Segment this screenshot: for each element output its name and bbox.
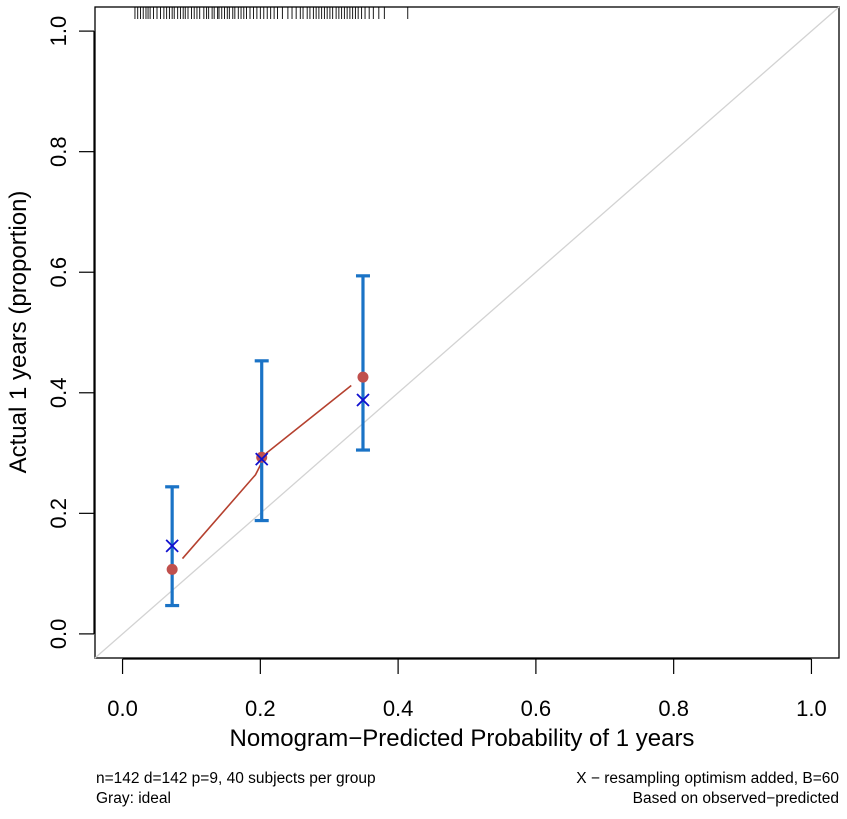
observed-predicted-line [181,384,352,560]
footnote-based-on: Based on observed−predicted [632,790,839,807]
observed-point [256,451,268,463]
y-tick-label: 0.8 [46,136,71,167]
ideal-layer [94,6,840,659]
y-tick-label: 0.6 [46,257,71,288]
footnote-gray-ideal: Gray: ideal [96,790,171,807]
ideal-line [94,6,840,659]
calibration-chart: 0.0 0.2 0.4 0.6 0.8 1.0 0.0 0.2 0.4 0.6 0.8 1.0 Nom… [5,6,840,752]
corrected-marker-b [255,452,269,466]
footnote-resampling: X − resampling optimism added, B=60 [576,770,839,787]
x-axis-title: Nomogram−Predicted Probability of 1 year… [230,725,695,752]
corrected-marker-b [165,539,179,553]
x-tick-label: 0.4 [383,696,414,721]
y-tick-label: 0.2 [46,498,71,529]
x-tick-label: 0.6 [521,696,552,721]
footnote-sample-info: n=142 d=142 p=9, 40 subjects per group [96,770,376,787]
footnote-left: n=142 d=142 p=9, 40 subjects per group G… [96,769,376,809]
corrected-marker-b [356,393,370,407]
plot-frame [94,6,840,659]
y-tick-label: 1.0 [46,16,71,47]
axis-layer: 0.0 0.2 0.4 0.6 0.8 1.0 0.0 0.2 0.4 0.6 0.8 1.0 [46,16,827,721]
y-tick-label: 0.0 [46,619,71,650]
footnote-right: X − resampling optimism added, B=60 Base… [576,769,839,809]
group-layer [165,274,370,608]
y-axis-title: Actual 1 years (proportion) [5,191,32,474]
observed-point [166,563,178,575]
x-tick-label: 0.2 [245,696,276,721]
x-tick-label: 0.0 [107,696,138,721]
x-tick-label: 0.8 [658,696,689,721]
y-tick-label: 0.4 [46,377,71,408]
rug-layer [134,7,409,19]
x-tick-label: 1.0 [796,696,827,721]
observed-point [357,371,369,383]
observed-layer [181,384,352,560]
